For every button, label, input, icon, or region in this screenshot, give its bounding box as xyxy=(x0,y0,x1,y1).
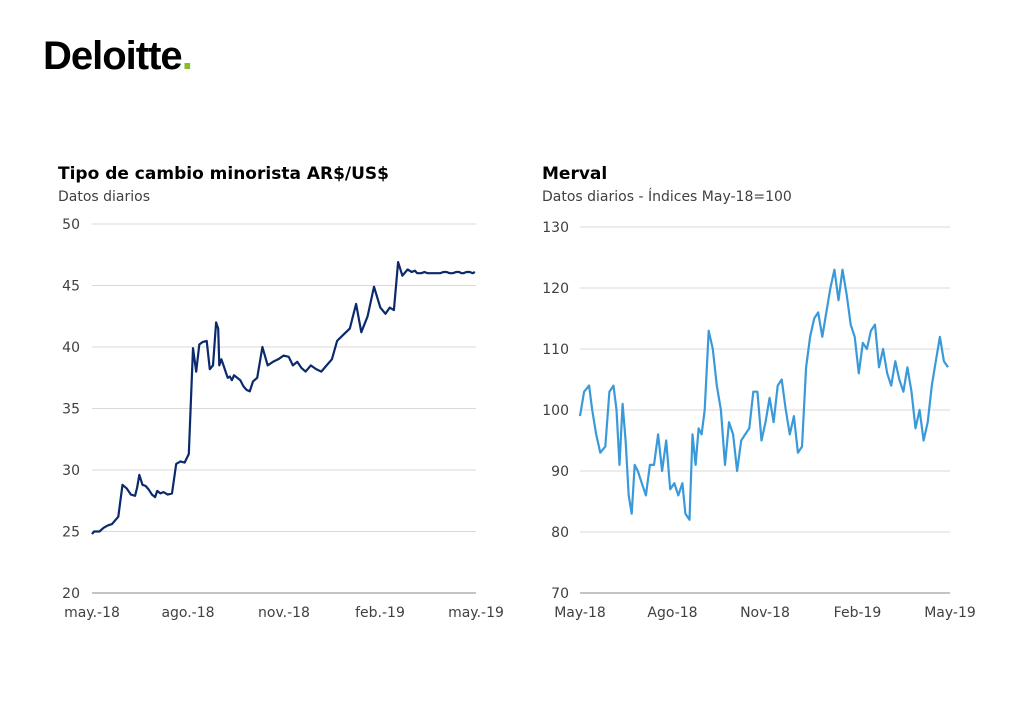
x-tick-label: nov.-18 xyxy=(258,605,310,621)
logo-green-dot: . xyxy=(181,34,193,78)
y-tick-label: 25 xyxy=(62,525,80,541)
y-tick-label: 20 xyxy=(62,586,80,602)
x-tick-label: May-19 xyxy=(924,605,976,621)
x-tick-label: Nov-18 xyxy=(740,605,790,621)
x-tick-label: may.-18 xyxy=(64,605,120,621)
y-tick-label: 90 xyxy=(551,464,569,480)
y-tick-label: 130 xyxy=(542,220,569,236)
chart-title: Tipo de cambio minorista AR$/US$ xyxy=(58,164,389,184)
x-tick-label: Ago-18 xyxy=(647,605,697,621)
y-tick-label: 35 xyxy=(62,402,80,418)
y-tick-label: 40 xyxy=(62,340,80,356)
y-tick-label: 50 xyxy=(62,217,80,233)
x-tick-label: ago.-18 xyxy=(161,605,214,621)
chart-subtitle: Datos diarios - Índices May-18=100 xyxy=(542,189,792,205)
y-tick-label: 80 xyxy=(551,525,569,541)
x-tick-label: May-18 xyxy=(554,605,606,621)
series-line xyxy=(91,261,476,535)
x-tick-label: may.-19 xyxy=(448,605,504,621)
chart-title: Merval xyxy=(542,164,608,184)
chart-subtitle: Datos diarios xyxy=(58,189,151,205)
y-tick-label: 45 xyxy=(62,279,80,295)
y-tick-label: 70 xyxy=(551,586,569,602)
x-tick-label: feb.-19 xyxy=(355,605,405,621)
x-tick-label: Feb-19 xyxy=(834,605,882,621)
y-tick-label: 30 xyxy=(62,463,80,479)
series-line xyxy=(578,268,949,521)
logo-wordmark: Deloitte xyxy=(43,34,183,78)
y-tick-label: 100 xyxy=(542,403,569,419)
y-tick-label: 110 xyxy=(542,342,569,358)
deloitte-logo: Deloitte. xyxy=(43,34,193,79)
y-tick-label: 120 xyxy=(542,281,569,297)
